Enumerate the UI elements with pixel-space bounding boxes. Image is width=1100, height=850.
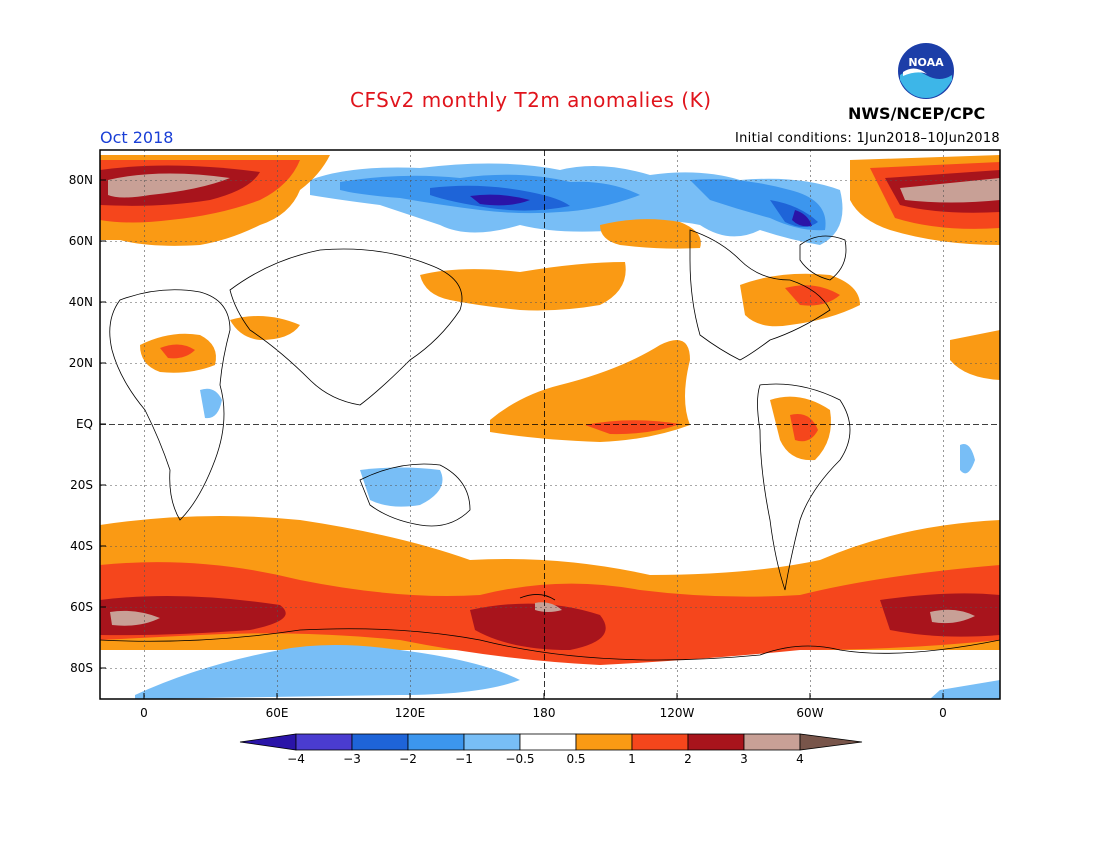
lon-label: 120E [395, 706, 426, 720]
colorbar-tick-label: −4 [287, 752, 305, 766]
colorbar-tick-label: 4 [796, 752, 804, 766]
longitude-labels: 0 60E 120E 180 120W 60W 0 [140, 693, 947, 720]
equator-dateline [100, 150, 1000, 699]
blue-region-sam-east [960, 444, 975, 474]
warm-region-sahara-red [160, 344, 195, 359]
graticule [100, 150, 1000, 699]
warm-region-natlantic-red [785, 285, 840, 306]
lat-label: EQ [76, 417, 93, 431]
colorbar-swatch [407, 733, 465, 751]
lat-label: 80N [69, 173, 93, 187]
forecast-month: Oct 2018 [100, 128, 174, 147]
lat-label: 40N [69, 295, 93, 309]
colorbar-tick-label: 3 [740, 752, 748, 766]
lat-label: 20S [70, 478, 93, 492]
colorbar-swatch [351, 733, 409, 751]
lat-label: 60S [70, 600, 93, 614]
colorbar-swatch [239, 733, 297, 751]
colorbar-tick-label: −1 [455, 752, 473, 766]
colorbar-tick-label: 0.5 [566, 752, 585, 766]
lon-label: 60E [266, 706, 289, 720]
colorbar-swatch [295, 733, 353, 751]
colorbar-tick-label: −2 [399, 752, 417, 766]
warm-region-west-atlantic-east [950, 330, 1000, 380]
latitude-labels: 80N 60N 40N 20N EQ 20S 40S 60S 80S [69, 173, 106, 675]
warm-region-eurasia-tan [108, 173, 230, 198]
colorbar-swatch [743, 733, 801, 751]
warm-region-amazon-red [790, 414, 818, 442]
warm-region-southern-tan [110, 602, 975, 626]
colorbar-swatch [799, 733, 863, 751]
agency-label: NWS/NCEP/CPC [848, 104, 986, 123]
blue-region-australia [360, 467, 443, 507]
blue-region-africa-east [200, 388, 222, 419]
chart-title: CFSv2 monthly T2m anomalies (K) [350, 88, 712, 112]
lon-label: 180 [533, 706, 556, 720]
anomaly-field [100, 150, 1000, 699]
warm-region-tropical-pacific [490, 340, 690, 442]
warm-region-npacific [420, 262, 626, 311]
lat-label: 80S [70, 661, 93, 675]
noaa-logo: NOAA [898, 43, 954, 99]
lat-label: 60N [69, 234, 93, 248]
lat-label: 40S [70, 539, 93, 553]
warm-region-mideast [230, 316, 300, 340]
warm-region-enso-red [585, 420, 680, 435]
lon-label: 60W [796, 706, 823, 720]
blue-region-arctic-strong [430, 185, 818, 227]
lon-label: 0 [939, 706, 947, 720]
colorbar-tick-label: 2 [684, 752, 692, 766]
colorbar-swatch [519, 733, 577, 751]
colorbar-tick-label: 1 [628, 752, 636, 766]
logo-text: NOAA [908, 56, 944, 69]
colorbar: −4 −3 −2 −1 −0.5 0.5 1 2 3 4 [239, 733, 863, 766]
blue-region-arctic-deep [470, 194, 812, 227]
colorbar-swatch [575, 733, 633, 751]
colorbar-tick-label: −0.5 [505, 752, 534, 766]
warm-region-greenland-tan [900, 178, 1000, 203]
initial-conditions: Initial conditions: 1Jun2018–10Jun2018 [734, 131, 1000, 146]
lon-label: 120W [660, 706, 695, 720]
coastlines [100, 229, 1000, 661]
colorbar-swatch [463, 733, 521, 751]
colorbar-swatch [687, 733, 745, 751]
lat-label: 20N [69, 356, 93, 370]
warm-region-southern-darkred [100, 593, 1000, 650]
lon-label: 0 [140, 706, 148, 720]
colorbar-tick-label: −3 [343, 752, 361, 766]
colorbar-swatch [631, 733, 689, 751]
blue-region-antarctic [135, 645, 1000, 699]
